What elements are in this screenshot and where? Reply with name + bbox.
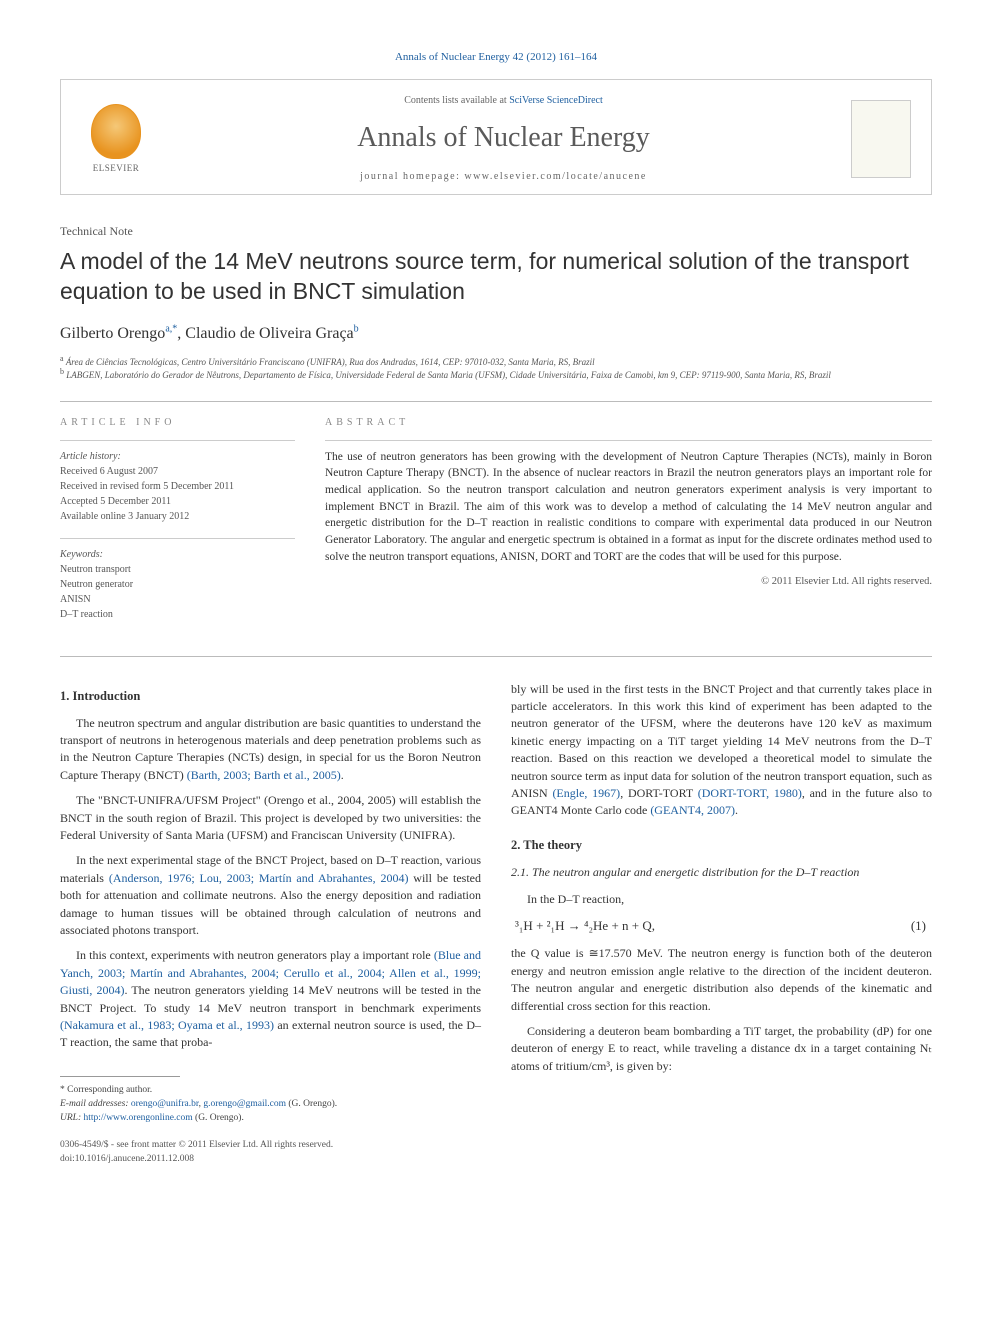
info-abstract-row: ARTICLE INFO Article history: Received 6… [60, 416, 932, 636]
elsevier-name: ELSEVIER [93, 162, 140, 175]
author-1-sup: a,* [165, 324, 177, 335]
keywords-block: Keywords: Neutron transport Neutron gene… [60, 547, 295, 622]
email-line: E-mail addresses: orengo@unifra.br, g.or… [60, 1097, 481, 1111]
right-column: bly will be used in the first tests in t… [511, 681, 932, 1167]
affiliation-a-text: Área de Ciências Tecnológicas, Centro Un… [66, 357, 595, 367]
article-history: Article history: Received 6 August 2007 … [60, 449, 295, 524]
s1-p4c-text-a: bly will be used in the first tests in t… [511, 682, 932, 800]
revised-date: Received in revised form 5 December 2011 [60, 479, 295, 494]
ref-barth[interactable]: (Barth, 2003; Barth et al., 2005) [187, 768, 341, 782]
journal-cover-thumb [851, 100, 911, 178]
affiliations: a Área de Ciências Tecnológicas, Centro … [60, 356, 932, 383]
contents-list-text: Contents lists available at [404, 95, 509, 106]
s1-p4-continued: bly will be used in the first tests in t… [511, 681, 932, 820]
url-who: (G. Orengo). [193, 1113, 244, 1123]
footnote-separator [60, 1076, 180, 1077]
s21-p1: In the D–T reaction, [511, 891, 932, 908]
s1-p4-text-b: . The neutron generators yielding 14 MeV… [60, 983, 481, 1014]
s1-p1-text-b: . [341, 768, 344, 782]
eq1-body: ³₁H + ²₁H → ⁴₂He + n + Q, [511, 917, 655, 936]
affiliation-a: a Área de Ciências Tecnológicas, Centro … [60, 356, 932, 370]
history-label: Article history: [60, 449, 295, 464]
info-divider-2 [60, 538, 295, 539]
eq1-number: (1) [911, 917, 932, 936]
s1-p1: The neutron spectrum and angular distrib… [60, 715, 481, 785]
keywords-label: Keywords: [60, 547, 295, 562]
journal-reference: Annals of Nuclear Energy 42 (2012) 161–1… [60, 50, 932, 65]
author-1[interactable]: Gilberto Orengo [60, 325, 165, 342]
email-1[interactable]: orengo@unifra.br [131, 1099, 199, 1109]
homepage-url[interactable]: www.elsevier.com/locate/anucene [464, 171, 646, 182]
affiliation-b-text: LABGEN, Laboratório do Gerador de Nêutro… [66, 370, 831, 380]
info-divider [60, 440, 295, 441]
received-date: Received 6 August 2007 [60, 464, 295, 479]
doi-block: 0306-4549/$ - see front matter © 2011 El… [60, 1139, 481, 1166]
author-2-sup: b [354, 324, 359, 335]
contents-list-line: Contents lists available at SciVerse Sci… [171, 94, 836, 108]
footnotes: * Corresponding author. E-mail addresses… [60, 1083, 481, 1126]
divider-2 [60, 656, 932, 657]
article-title: A model of the 14 MeV neutrons source te… [60, 247, 932, 307]
keyword-3: ANISN [60, 592, 295, 607]
article-type: Technical Note [60, 223, 932, 240]
ref-geant[interactable]: (GEANT4, 2007) [650, 803, 735, 817]
elsevier-logo: ELSEVIER [81, 99, 151, 179]
abstract-copyright: © 2011 Elsevier Ltd. All rights reserved… [325, 575, 932, 590]
author-list: Gilberto Orengoa,*, Claudio de Oliveira … [60, 323, 932, 345]
ref-anderson[interactable]: (Anderson, 1976; Lou, 2003; Martín and A… [109, 871, 409, 885]
author-2[interactable]: Claudio de Oliveira Graça [185, 325, 353, 342]
keyword-1: Neutron transport [60, 562, 295, 577]
online-date: Available online 3 January 2012 [60, 509, 295, 524]
keyword-2: Neutron generator [60, 577, 295, 592]
abstract-heading: ABSTRACT [325, 416, 932, 430]
accepted-date: Accepted 5 December 2011 [60, 494, 295, 509]
s1-p4-text-a: In this context, experiments with neutro… [76, 948, 434, 962]
section-2-heading: 2. The theory [511, 836, 932, 854]
divider [60, 401, 932, 402]
ref-engle[interactable]: (Engle, 1967) [552, 786, 620, 800]
abstract-column: ABSTRACT The use of neutron generators h… [325, 416, 932, 636]
s1-p4c-text-d: . [735, 803, 738, 817]
url-line: URL: http://www.orengonline.com (G. Oren… [60, 1111, 481, 1125]
s1-p4c-text-b: , DORT-TORT [620, 786, 698, 800]
sciencedirect-link[interactable]: SciVerse ScienceDirect [509, 95, 603, 106]
s1-p3: In the next experimental stage of the BN… [60, 852, 481, 939]
ref-dort[interactable]: (DORT-TORT, 1980) [698, 786, 802, 800]
page-container: Annals of Nuclear Energy 42 (2012) 161–1… [0, 0, 992, 1196]
equation-1: ³₁H + ²₁H → ⁴₂He + n + Q, (1) [511, 917, 932, 936]
front-matter-line: 0306-4549/$ - see front matter © 2011 El… [60, 1139, 481, 1152]
article-info-heading: ARTICLE INFO [60, 416, 295, 430]
s21-p2: the Q value is ≅17.570 MeV. The neutron … [511, 945, 932, 1015]
elsevier-tree-icon [91, 104, 141, 159]
email-label: E-mail addresses: [60, 1099, 129, 1109]
doi-line: doi:10.1016/j.anucene.2011.12.008 [60, 1153, 481, 1166]
email-who: (G. Orengo). [286, 1099, 337, 1109]
journal-header: ELSEVIER Contents lists available at Sci… [60, 79, 932, 194]
keyword-4: D–T reaction [60, 607, 295, 622]
header-center: Contents lists available at SciVerse Sci… [171, 94, 836, 183]
s1-p2: The "BNCT-UNIFRA/UFSM Project" (Orengo e… [60, 792, 481, 844]
email-2[interactable]: g.orengo@gmail.com [203, 1099, 286, 1109]
url-label: URL: [60, 1113, 81, 1123]
homepage-label: journal homepage: [360, 171, 464, 182]
abstract-text: The use of neutron generators has been g… [325, 449, 932, 566]
affiliation-b: b LABGEN, Laboratório do Gerador de Nêut… [60, 369, 932, 383]
section-21-heading: 2.1. The neutron angular and energetic d… [511, 864, 932, 881]
left-column: 1. Introduction The neutron spectrum and… [60, 681, 481, 1167]
ref-nakamura[interactable]: (Nakamura et al., 1983; Oyama et al., 19… [60, 1018, 274, 1032]
journal-name: Annals of Nuclear Energy [171, 118, 836, 157]
s1-p4: In this context, experiments with neutro… [60, 947, 481, 1051]
author-url[interactable]: http://www.orengonline.com [84, 1113, 193, 1123]
body-columns: 1. Introduction The neutron spectrum and… [60, 681, 932, 1167]
article-info: ARTICLE INFO Article history: Received 6… [60, 416, 295, 636]
homepage-line: journal homepage: www.elsevier.com/locat… [171, 170, 836, 184]
section-1-heading: 1. Introduction [60, 687, 481, 705]
corresponding-author: * Corresponding author. [60, 1083, 481, 1097]
abstract-divider [325, 440, 932, 441]
s21-p3: Considering a deuteron beam bombarding a… [511, 1023, 932, 1075]
